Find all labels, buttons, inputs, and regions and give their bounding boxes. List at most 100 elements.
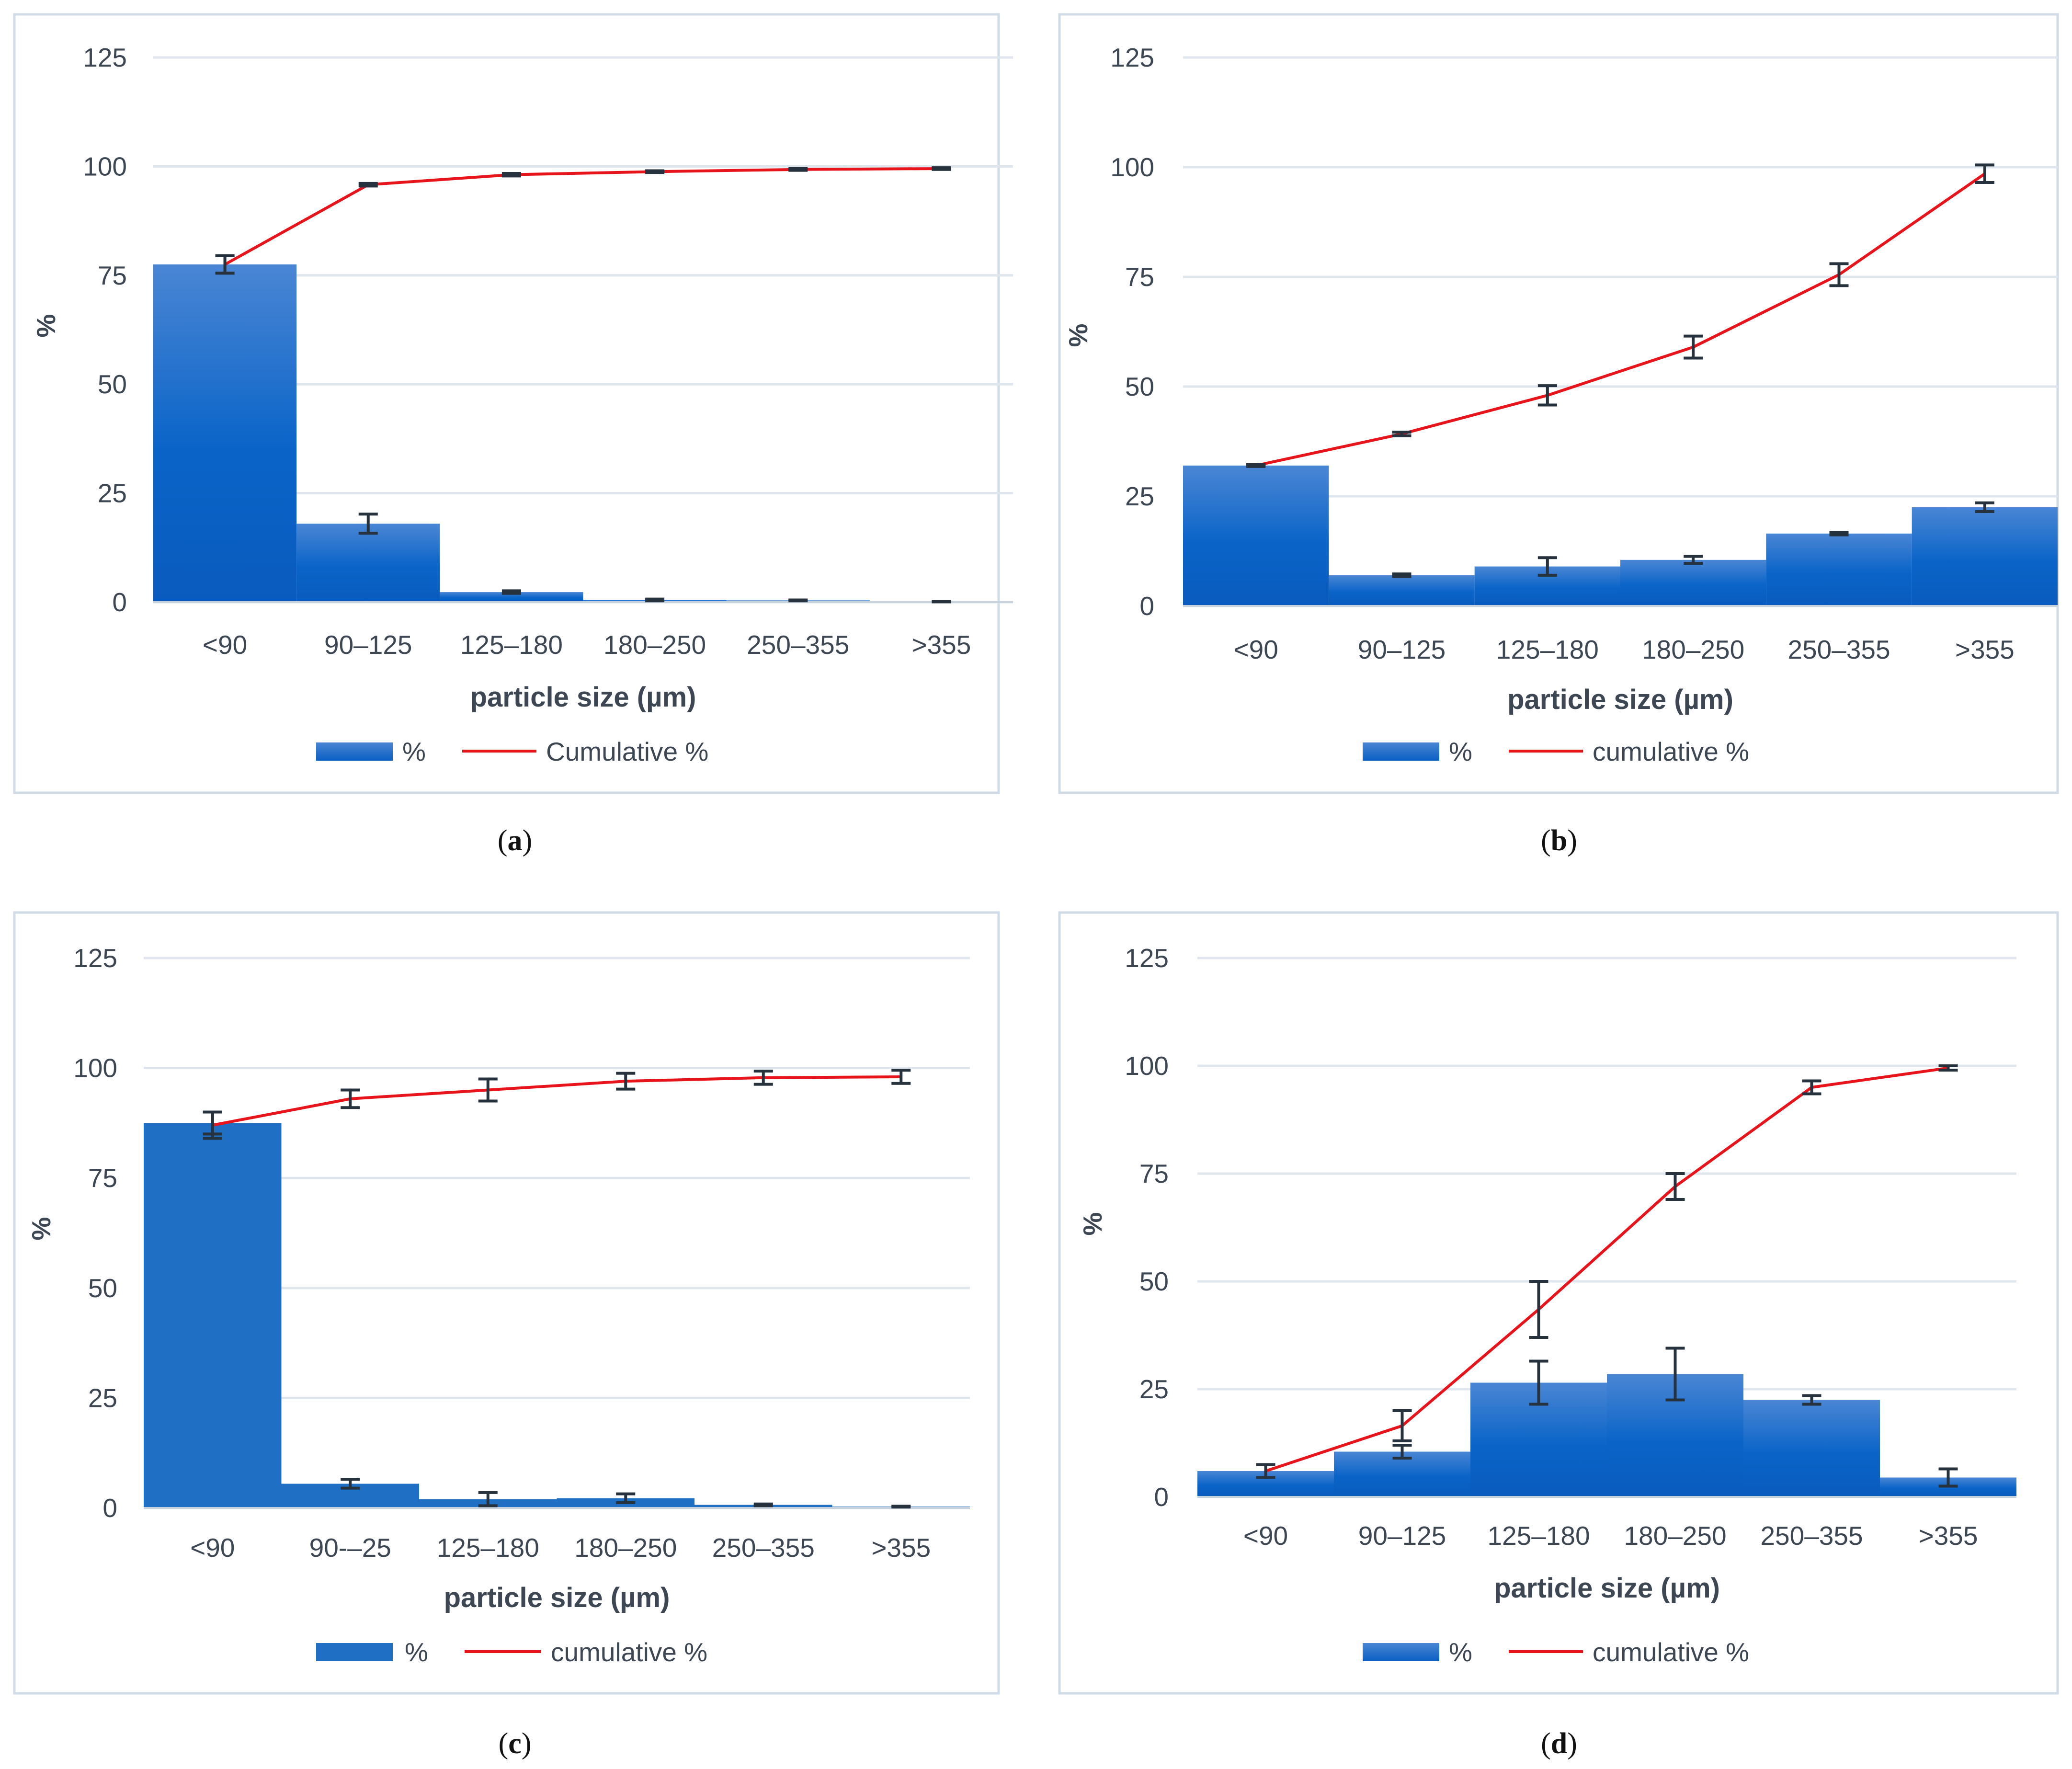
bar-error-4: [1684, 555, 1703, 565]
y-tick-label: 50: [88, 1273, 117, 1303]
x-tick-label: 250–355: [747, 630, 849, 660]
y-tick-label: 0: [1139, 591, 1154, 621]
x-axis-title: particle size (µm): [470, 682, 696, 713]
x-tick-label: 125–180: [437, 1533, 539, 1563]
bar-error-4: [645, 597, 665, 603]
legend: % cumulative %: [1363, 1637, 1749, 1667]
x-tick-label: 250–355: [1760, 1521, 1863, 1551]
y-tick-label: 75: [1125, 262, 1154, 292]
x-axis-title: particle size (µm): [444, 1582, 670, 1613]
x-tick-label: 180–250: [603, 630, 706, 660]
bar-error-2: [358, 513, 378, 535]
line-error-3: [478, 1077, 498, 1103]
y-tick-label: 50: [1125, 372, 1154, 401]
x-tick-label: >355: [1955, 635, 2015, 664]
y-tick-label: 75: [88, 1163, 117, 1193]
legend-bar-swatch: [1363, 742, 1439, 761]
panel-caption: (b): [1541, 824, 1577, 857]
y-tick-label: 50: [98, 369, 127, 399]
legend-line-label: cumulative %: [1593, 737, 1749, 766]
legend-bar-swatch: [1363, 1643, 1439, 1661]
bar-error-6: [1938, 1467, 1958, 1488]
x-tick-label: 125–180: [460, 630, 563, 660]
x-tick-label: <90: [190, 1533, 235, 1563]
legend-line-label: cumulative %: [551, 1637, 707, 1667]
chart-panel-a: 0 25 50 75 100 125 <90 90–125 125–180 180–250 250–…: [13, 13, 1013, 857]
chart-panel-b: 0 25 50 75 100 125 <90 90–125 125–180 180–250 250–…: [1058, 13, 2059, 857]
x-tick-label: <90: [1243, 1521, 1288, 1551]
bar-error-3: [501, 589, 521, 595]
line-error-5: [788, 167, 808, 172]
y-axis-title: %: [26, 1217, 56, 1241]
x-tick-label: 250–355: [1787, 635, 1890, 664]
y-tick-label: 0: [102, 1493, 117, 1523]
legend-bar-swatch: [316, 1643, 393, 1661]
chart-panel-c: 0 25 50 75 100 125 <90 90-–25 125–180 180–250 250–…: [13, 911, 1000, 1760]
line-error-2: [1392, 1409, 1412, 1442]
y-tick-label: 100: [73, 1053, 117, 1083]
bar-error-2: [1392, 572, 1412, 578]
cumulative-line: [212, 1075, 901, 1127]
bar-3: [440, 592, 583, 602]
bar-2: [1329, 575, 1475, 606]
x-tick-label: 90–125: [324, 630, 412, 660]
bar-4: [1620, 559, 1766, 606]
x-tick-label: 180–250: [1624, 1521, 1726, 1551]
panel-caption: (a): [498, 824, 532, 857]
bar-error-4: [1665, 1347, 1685, 1402]
line-error-1: [1256, 1463, 1275, 1479]
y-tick-label: 25: [1139, 1374, 1169, 1404]
bar-1: [153, 264, 297, 602]
y-tick-label: 125: [1125, 943, 1169, 973]
bar-error-5: [788, 598, 808, 603]
line-error-6: [1975, 163, 1994, 184]
legend-bar-swatch: [316, 742, 393, 761]
line-error-2: [358, 182, 378, 188]
line-error-6: [932, 166, 951, 171]
chart-frame: [1058, 13, 2059, 794]
y-tick-label: 100: [1110, 152, 1154, 182]
x-axis-title: particle size (µm): [1507, 684, 1733, 715]
legend-bar-label: %: [1449, 1637, 1472, 1667]
line-error-5: [753, 1070, 773, 1086]
cumulative-line: [1265, 1066, 1948, 1472]
x-tick-label: <90: [203, 630, 247, 660]
panel-caption: (c): [499, 1727, 532, 1760]
bar-error-2: [1392, 1444, 1412, 1460]
bar-error-4: [616, 1492, 636, 1504]
x-tick-label: 180–250: [574, 1533, 677, 1563]
legend-bar-label: %: [405, 1637, 428, 1667]
line-error-1: [1246, 463, 1266, 468]
line-error-5: [1829, 262, 1849, 287]
y-tick-label: 25: [88, 1383, 117, 1413]
x-tick-label: >355: [911, 630, 971, 660]
x-tick-label: 125–180: [1496, 635, 1599, 664]
legend-line-label: Cumulative %: [546, 737, 708, 766]
bar-error-6: [891, 1505, 911, 1509]
y-tick-label: 25: [1125, 481, 1154, 511]
x-tick-label: 90–125: [1358, 1521, 1446, 1551]
y-tick-label: 0: [112, 587, 127, 617]
y-axis-title: %: [1078, 1212, 1107, 1236]
bar-2: [296, 524, 440, 602]
chart-panel-d: 0 25 50 75 100 125 <90 90–125 125–180 180–250 250–…: [1058, 911, 2059, 1760]
legend-bar-label: %: [402, 737, 426, 766]
x-tick-label: >355: [871, 1533, 931, 1563]
line-error-1: [203, 1110, 222, 1140]
line-error-4: [616, 1072, 636, 1091]
line-error-6: [891, 1069, 911, 1085]
bar-error-6: [1975, 501, 1994, 514]
line-error-2: [1392, 431, 1412, 437]
bar-error-3: [478, 1491, 498, 1507]
bar-error-5: [1802, 1394, 1822, 1406]
x-tick-label: 125–180: [1487, 1521, 1590, 1551]
y-tick-label: 125: [1110, 43, 1154, 72]
line-error-3: [1529, 1280, 1548, 1339]
panel-caption: (d): [1541, 1727, 1577, 1760]
bar-1: [1183, 465, 1329, 606]
legend-bar-label: %: [1449, 737, 1472, 766]
cumulative-line: [1255, 172, 1986, 467]
line-error-4: [1665, 1172, 1685, 1201]
bar-error-5: [1829, 531, 1849, 536]
